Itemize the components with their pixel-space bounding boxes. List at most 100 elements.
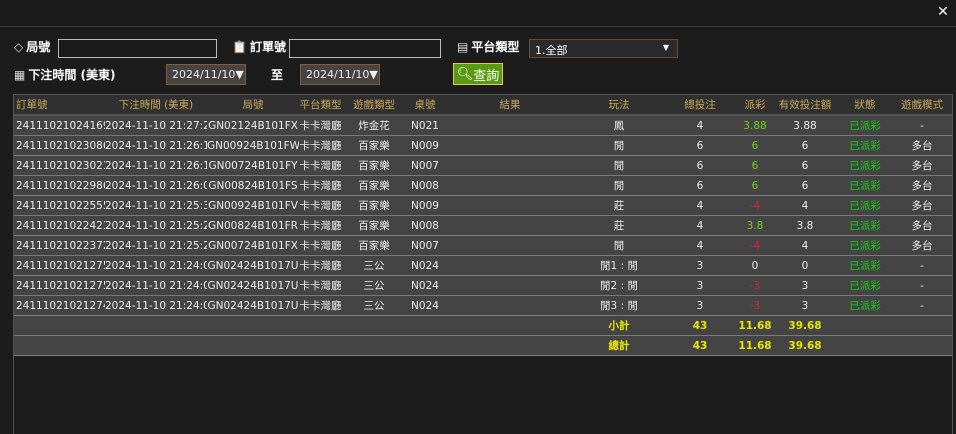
cell: 已派彩 (849, 300, 881, 312)
platform-label: ▤ 平台類型 (457, 39, 520, 55)
time-label: ▦ 下注時間 (美東) (14, 67, 116, 83)
cell: GN02124B101FX (208, 119, 298, 132)
column-header: 訂單號 (16, 99, 48, 111)
cell: GN02424B1017U (207, 299, 299, 312)
cell: 3.88 (743, 119, 767, 132)
cell: 閒 (613, 180, 625, 192)
cell: 6 (801, 159, 809, 172)
game-no-input[interactable] (58, 39, 217, 58)
cell: GN02424B1017U (207, 259, 299, 272)
cell: 4 (801, 199, 809, 212)
order-no-input[interactable] (289, 39, 441, 58)
calendar-icon: ▦ (14, 67, 26, 82)
cell: 百家樂 (358, 160, 390, 172)
cell: 6 (751, 179, 759, 192)
cell: 6 (696, 159, 704, 172)
cell: 已派彩 (849, 280, 881, 292)
cell: N009 (411, 199, 439, 212)
cell: 閒 (613, 160, 625, 172)
cell: 已派彩 (849, 200, 881, 212)
cell: GN00724B101FX (208, 239, 298, 252)
cell: 多台 (911, 240, 933, 252)
chevron-down-icon: ▼ (662, 43, 669, 52)
cell: 多台 (911, 220, 933, 232)
cell: 241110210224239 (16, 219, 105, 232)
cell: 241110210223726 (16, 239, 105, 252)
cell: 百家樂 (358, 240, 390, 252)
column-header: 總投注 (684, 99, 716, 111)
cell: 2024-11-10 21:24:08 (105, 299, 207, 312)
cell: 3 (696, 299, 704, 312)
cell: 百家樂 (358, 180, 390, 192)
search-icon: 🔍︎ (456, 66, 474, 82)
cell: N021 (411, 119, 439, 132)
cell: 2024-11-10 21:27:29 (105, 119, 207, 132)
cell: GN00924B101FV (208, 199, 298, 212)
table-row: 2411102102127502024-11-10 21:24:08GN0242… (14, 276, 952, 296)
list-icon: ▤ (457, 39, 469, 54)
cell: 已派彩 (849, 180, 881, 192)
cell: 4 (696, 239, 704, 252)
cell: 卡卡灣廳 (299, 200, 342, 212)
cell: 241110210212750 (16, 279, 105, 292)
orders-table: 訂單號 下注時間 (美東) 局號 平台類型 遊戲類型 桌號 結果 玩法 總投注 派彩 有效投注額 狀態… (13, 94, 953, 434)
cell: 卡卡灣廳 (299, 180, 342, 192)
cell: -4 (749, 199, 761, 212)
cell: GN02424B1017U (207, 279, 299, 292)
cell: 2024-11-10 21:25:37 (105, 199, 207, 212)
column-header: 有效投注額 (778, 99, 832, 111)
cell: 閒 (613, 240, 625, 252)
cell: 3 (801, 279, 809, 292)
table-row: 2411102102416902024-11-10 21:27:29GN0212… (14, 116, 952, 136)
cell: 莊 (613, 220, 625, 232)
cell: 多台 (911, 200, 933, 212)
column-header: 遊戲類型 (353, 99, 395, 111)
cell: 卡卡灣廳 (299, 280, 342, 292)
cell: 已派彩 (849, 240, 881, 252)
cell: 2024-11-10 21:25:26 (105, 239, 207, 252)
cell: - (920, 279, 924, 292)
cell: N007 (411, 239, 439, 252)
cell: 多台 (911, 180, 933, 192)
table-row: 2411102102302182024-11-10 21:26:10GN0072… (14, 156, 952, 176)
cell: 卡卡灣廳 (299, 140, 342, 152)
cell: 三公 (363, 280, 385, 292)
column-header: 遊戲模式 (901, 99, 943, 111)
title-bar: ✕ (0, 0, 956, 27)
cell: 4 (801, 239, 809, 252)
cell: 百家樂 (358, 220, 390, 232)
cell: 已派彩 (849, 260, 881, 272)
cell: N024 (411, 279, 439, 292)
table-row: 2411102102308622024-11-10 21:26:14GN0092… (14, 136, 952, 156)
cell: 莊 (613, 200, 625, 212)
date-to-select[interactable]: 2024/11/10▼ (300, 64, 380, 85)
cell: 閒1 : 閒 (600, 260, 638, 272)
platform-select[interactable]: 1.全部 ▼ (529, 39, 678, 58)
table-row: 2411102102237262024-11-10 21:25:26GN0072… (14, 236, 952, 256)
cell: N009 (411, 139, 439, 152)
cell: 閒3 : 閒 (600, 300, 638, 312)
query-button[interactable]: 🔍︎ 查詢 (453, 63, 503, 85)
cell: N024 (411, 259, 439, 272)
cell: 卡卡灣廳 (299, 120, 342, 132)
cell: 鳳 (613, 120, 625, 132)
cell: N008 (411, 179, 439, 192)
subtotal-row: 小計 43 11.68 39.68 (14, 316, 952, 336)
cell: 閒 (613, 140, 625, 152)
cell: GN00924B101FW (207, 139, 299, 152)
cell: 已派彩 (849, 160, 881, 172)
cell: 0 (801, 259, 809, 272)
cell: 三公 (363, 300, 385, 312)
close-icon[interactable]: ✕ (937, 4, 949, 20)
date-from-select[interactable]: 2024/11/10▼ (166, 64, 246, 85)
cell: 241110210229866 (16, 179, 105, 192)
table-row: 2411102102298662024-11-10 21:26:07GN0082… (14, 176, 952, 196)
tag-icon: ◇ (14, 39, 24, 54)
cell: 3.8 (796, 219, 814, 232)
column-header: 桌號 (414, 99, 436, 111)
cell: 6 (696, 179, 704, 192)
cell: 卡卡灣廳 (299, 240, 342, 252)
cell: 已派彩 (849, 140, 881, 152)
cell: 6 (751, 159, 759, 172)
cell: 2024-11-10 21:26:14 (105, 139, 207, 152)
